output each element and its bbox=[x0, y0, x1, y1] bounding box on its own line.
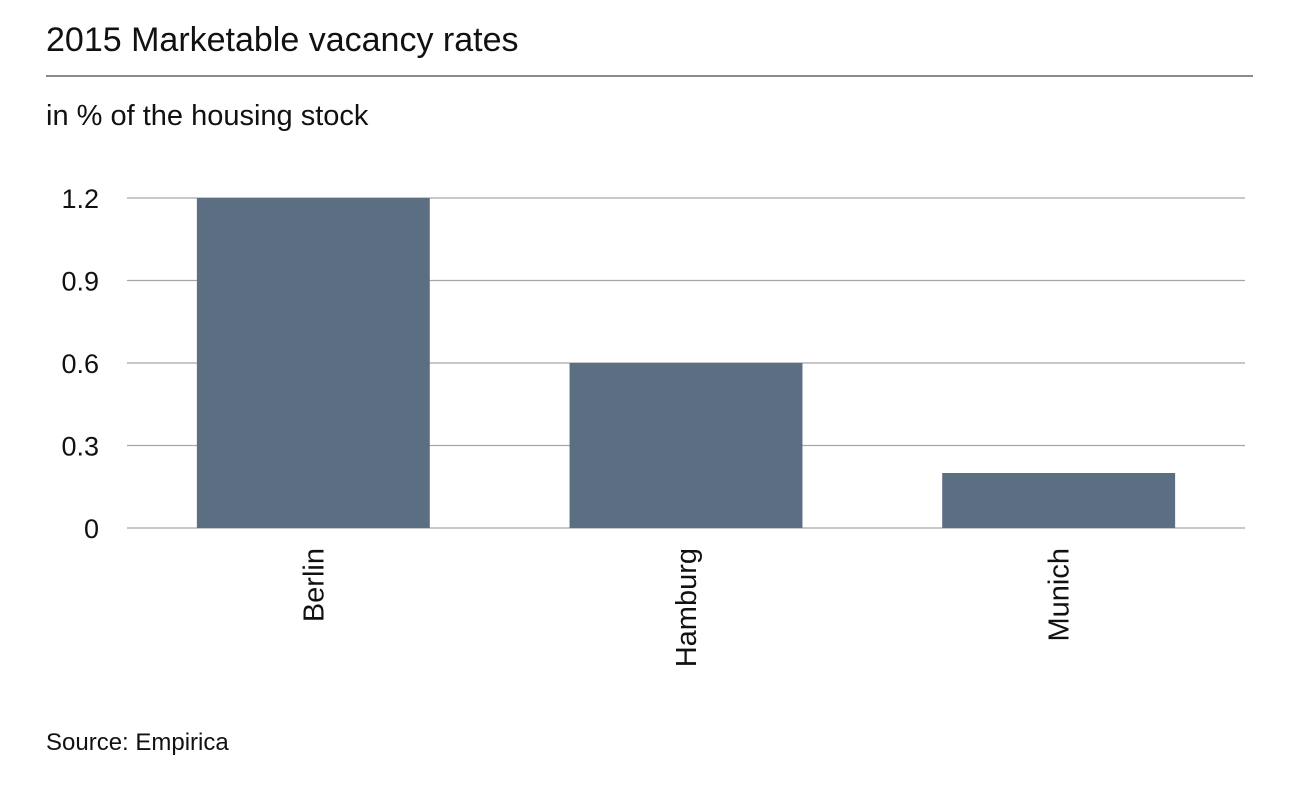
chart-subtitle: in % of the housing stock bbox=[46, 100, 369, 132]
x-category-label: Berlin bbox=[298, 548, 330, 622]
x-category-label: Munich bbox=[1044, 548, 1076, 642]
title-divider bbox=[46, 75, 1253, 77]
bars bbox=[196, 198, 1176, 528]
bar-hamburg bbox=[569, 363, 803, 528]
y-tick-label: 0.9 bbox=[61, 267, 99, 297]
bar-munich bbox=[942, 473, 1176, 528]
y-axis-ticks: 0 0.3 0.6 0.9 1.2 bbox=[61, 184, 99, 544]
y-tick-label: 1.2 bbox=[61, 184, 99, 214]
y-tick-label: 0.6 bbox=[61, 349, 99, 379]
bar-berlin bbox=[196, 198, 430, 528]
source-note: Source: Empirica bbox=[46, 729, 229, 756]
x-category-label: Hamburg bbox=[671, 548, 703, 667]
chart-title: 2015 Marketable vacancy rates bbox=[46, 21, 519, 59]
x-axis-labels: Berlin Hamburg Munich bbox=[298, 548, 1075, 667]
y-tick-label: 0.3 bbox=[61, 432, 99, 462]
y-tick-label: 0 bbox=[84, 514, 99, 544]
